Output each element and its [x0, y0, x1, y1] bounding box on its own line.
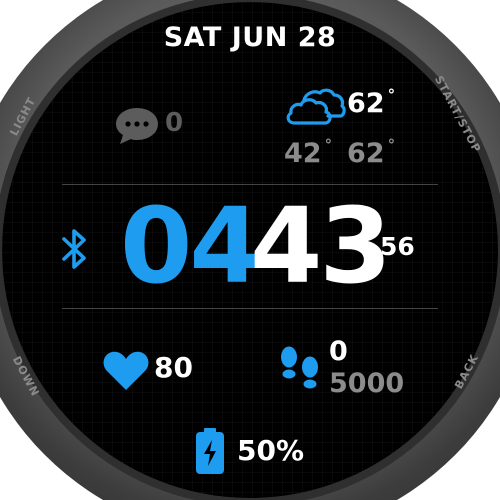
step-goal: 5000: [329, 368, 405, 399]
time-seconds: 56: [380, 232, 415, 261]
heart-rate-value: 80: [154, 351, 193, 384]
cloud-icon: [286, 88, 346, 125]
degree-symbol: °: [324, 136, 333, 154]
current-temperature: 62 °: [347, 86, 396, 119]
bluetooth-icon: [62, 229, 86, 269]
bottom-divider: [62, 308, 438, 309]
battery-charging-icon: [196, 428, 224, 474]
top-divider: [62, 184, 438, 185]
low-temperature-value: 42: [284, 138, 322, 169]
time-hours: 04: [120, 185, 262, 307]
time-minutes: 43: [250, 185, 392, 307]
current-temperature-value: 62: [347, 88, 385, 119]
notification-count: 0: [165, 108, 184, 138]
date-display: SAT JUN 28: [163, 22, 337, 53]
chat-bubble-icon: [116, 108, 158, 144]
degree-symbol: °: [387, 136, 396, 154]
low-temperature: 42 °: [284, 136, 333, 169]
battery-percent: 50%: [237, 434, 305, 467]
step-count: 0: [329, 336, 348, 367]
heart-icon: [103, 351, 149, 390]
high-temperature-value: 62: [347, 138, 385, 169]
degree-symbol: °: [387, 86, 396, 104]
footprints-icon: [281, 346, 318, 389]
high-temperature: 62 °: [347, 136, 396, 169]
